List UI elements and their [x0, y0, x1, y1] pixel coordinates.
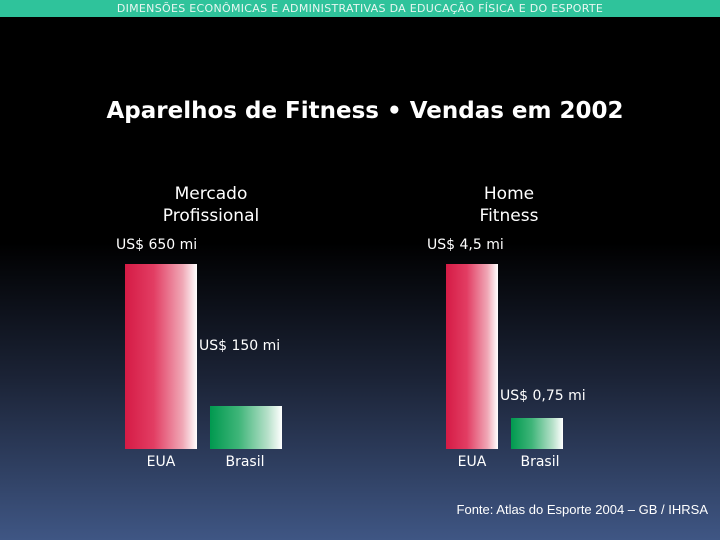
data-label-profissional-eua: US$ 650 mi: [116, 237, 198, 253]
chart-title: Aparelhos de Fitness • Vendas em 2002: [106, 98, 624, 124]
bar-home-eua: [446, 264, 498, 449]
header-band: [0, 0, 720, 17]
panel-title-profissional: Mercado Profissional: [131, 183, 291, 227]
header-title: DIMENSÕES ECONÔMICAS E ADMINISTRATIVAS D…: [116, 2, 604, 15]
category-label-profissional-brasil: Brasil: [225, 454, 265, 470]
category-label-home-eua: EUA: [457, 454, 487, 470]
panel-title-line1: Mercado: [174, 184, 248, 204]
bar-profissional-brasil: [210, 406, 282, 449]
panel-title-line2: Fitness: [479, 206, 539, 226]
panel-title-line1: Home: [483, 184, 535, 204]
bar-profissional-eua: [125, 264, 197, 449]
data-label-profissional-brasil: US$ 150 mi: [199, 338, 281, 354]
panel-title-home: Home Fitness: [439, 183, 579, 227]
data-label-home-eua: US$ 4,5 mi: [427, 237, 504, 253]
bar-home-brasil: [511, 418, 563, 449]
data-label-home-brasil: US$ 0,75 mi: [500, 388, 586, 404]
source-note: Fonte: Atlas do Esporte 2004 – GB / IHRS…: [456, 502, 708, 517]
category-label-home-brasil: Brasil: [520, 454, 560, 470]
category-label-profissional-eua: EUA: [146, 454, 176, 470]
panel-title-line2: Profissional: [162, 206, 260, 226]
